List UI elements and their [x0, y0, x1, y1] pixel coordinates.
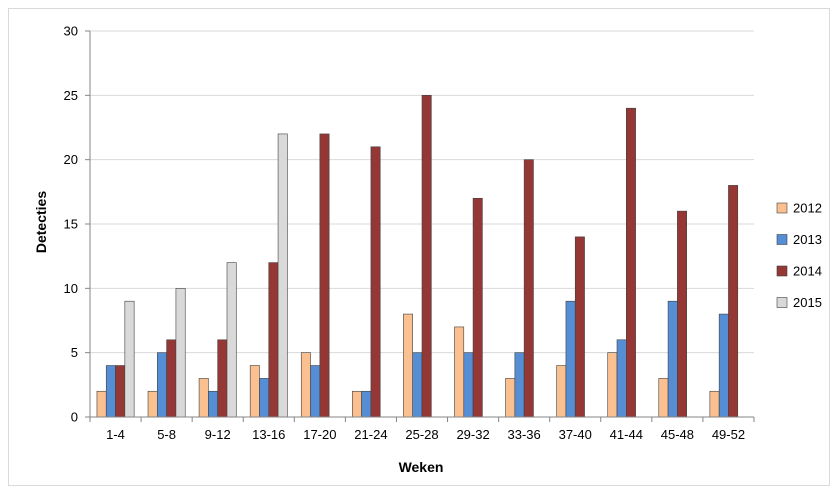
- bar-2014-45-48: [677, 210, 687, 418]
- y-tick-label: 15: [64, 217, 78, 232]
- bar-2013-37-40: [565, 300, 576, 418]
- legend-swatch-2014: [776, 265, 788, 277]
- bar-2012-21-24: [352, 390, 362, 418]
- legend-label-2012: 2012: [793, 201, 822, 216]
- bar-2012-25-28: [403, 313, 413, 418]
- bar-2014-33-36: [523, 159, 534, 418]
- axes: [85, 30, 755, 422]
- bar-2013-25-28: [412, 352, 423, 418]
- x-tick-label: 25-28: [405, 427, 438, 442]
- y-tick-label: 30: [64, 24, 78, 39]
- bar-2012-17-20: [300, 352, 311, 418]
- legend: 2012 2013 2014 2015: [776, 201, 822, 310]
- x-tick-label: 41-44: [610, 427, 643, 442]
- bar-2014-9-12: [217, 339, 228, 418]
- tick-labels: 0 5 10 15 20 25 30 1-4 5-8 9-12 13-16 17-20 21-24 25-…: [64, 24, 746, 443]
- bar-2014-13-16: [268, 262, 279, 418]
- bar-2015-5-8: [175, 288, 186, 418]
- x-axis-title: Weken: [399, 459, 444, 475]
- x-tick-label: 37-40: [559, 427, 592, 442]
- bar-2015-1-4: [124, 300, 135, 418]
- x-tick-label: 33-36: [508, 427, 541, 442]
- legend-label-2013: 2013: [793, 232, 822, 247]
- bar-2013-41-44: [616, 339, 627, 418]
- y-tick-label: 5: [71, 345, 78, 360]
- x-tick-label: 21-24: [354, 427, 387, 442]
- x-tick-label: 1-4: [106, 427, 125, 442]
- x-tick-label: 13-16: [252, 427, 285, 442]
- bar-2012-37-40: [556, 365, 567, 418]
- bar-2013-5-8: [157, 352, 167, 418]
- bar-2012-5-8: [147, 390, 158, 418]
- bar-2013-21-24: [361, 390, 372, 418]
- bar-2013-9-12: [208, 390, 218, 418]
- x-tick-label: 17-20: [303, 427, 336, 442]
- legend-swatch-2015: [776, 297, 788, 308]
- bar-2015-9-12: [226, 262, 237, 418]
- legend-swatch-2013: [776, 234, 788, 245]
- y-tick-label: 10: [64, 281, 78, 296]
- x-tick-label: 9-12: [205, 427, 231, 442]
- y-axis-title: Detecties: [33, 191, 49, 253]
- bar-2012-1-4: [96, 390, 107, 418]
- bar-2014-21-24: [370, 146, 381, 418]
- bar-2012-13-16: [249, 365, 260, 418]
- bar-2015-13-16: [277, 133, 288, 418]
- bar-2013-33-36: [514, 352, 525, 418]
- bar-2014-1-4: [115, 365, 126, 418]
- bar-2012-29-32: [454, 326, 465, 418]
- bars: [96, 95, 739, 418]
- bar-2014-5-8: [166, 339, 177, 418]
- bar-2013-49-52: [718, 313, 729, 418]
- legend-label-2015: 2015: [793, 295, 822, 310]
- bar-2013-17-20: [310, 365, 321, 418]
- bar-2013-13-16: [259, 378, 270, 418]
- y-tick-label: 25: [64, 88, 78, 103]
- bar-2014-25-28: [421, 95, 432, 418]
- bar-2014-41-44: [626, 107, 636, 418]
- x-tick-label: 5-8: [157, 427, 176, 442]
- x-tick-label: 45-48: [661, 427, 694, 442]
- bar-2013-1-4: [105, 365, 116, 418]
- bar-2012-45-48: [658, 378, 669, 418]
- bar-2014-17-20: [319, 133, 330, 418]
- bar-2014-37-40: [574, 236, 585, 418]
- x-tick-label: 29-32: [456, 427, 489, 442]
- bar-2012-41-44: [607, 352, 618, 418]
- bar-2013-45-48: [667, 300, 678, 418]
- bar-2012-33-36: [505, 378, 516, 418]
- bar-2014-49-52: [728, 185, 739, 418]
- bar-2012-49-52: [709, 390, 720, 418]
- bar-2012-9-12: [198, 378, 209, 418]
- x-tick-label: 49-52: [712, 427, 745, 442]
- y-tick-label: 0: [71, 410, 78, 425]
- legend-swatch-2012: [776, 202, 788, 214]
- y-tick-label: 20: [64, 152, 78, 167]
- bar-2013-29-32: [463, 352, 474, 418]
- bar-2014-29-32: [472, 197, 483, 418]
- legend-label-2014: 2014: [793, 264, 822, 279]
